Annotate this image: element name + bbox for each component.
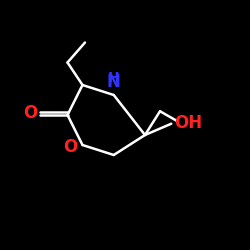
Text: N: N: [107, 73, 121, 91]
Text: O: O: [23, 104, 37, 122]
Text: O: O: [63, 138, 77, 156]
Text: OH: OH: [174, 114, 202, 132]
Text: H: H: [108, 72, 120, 86]
